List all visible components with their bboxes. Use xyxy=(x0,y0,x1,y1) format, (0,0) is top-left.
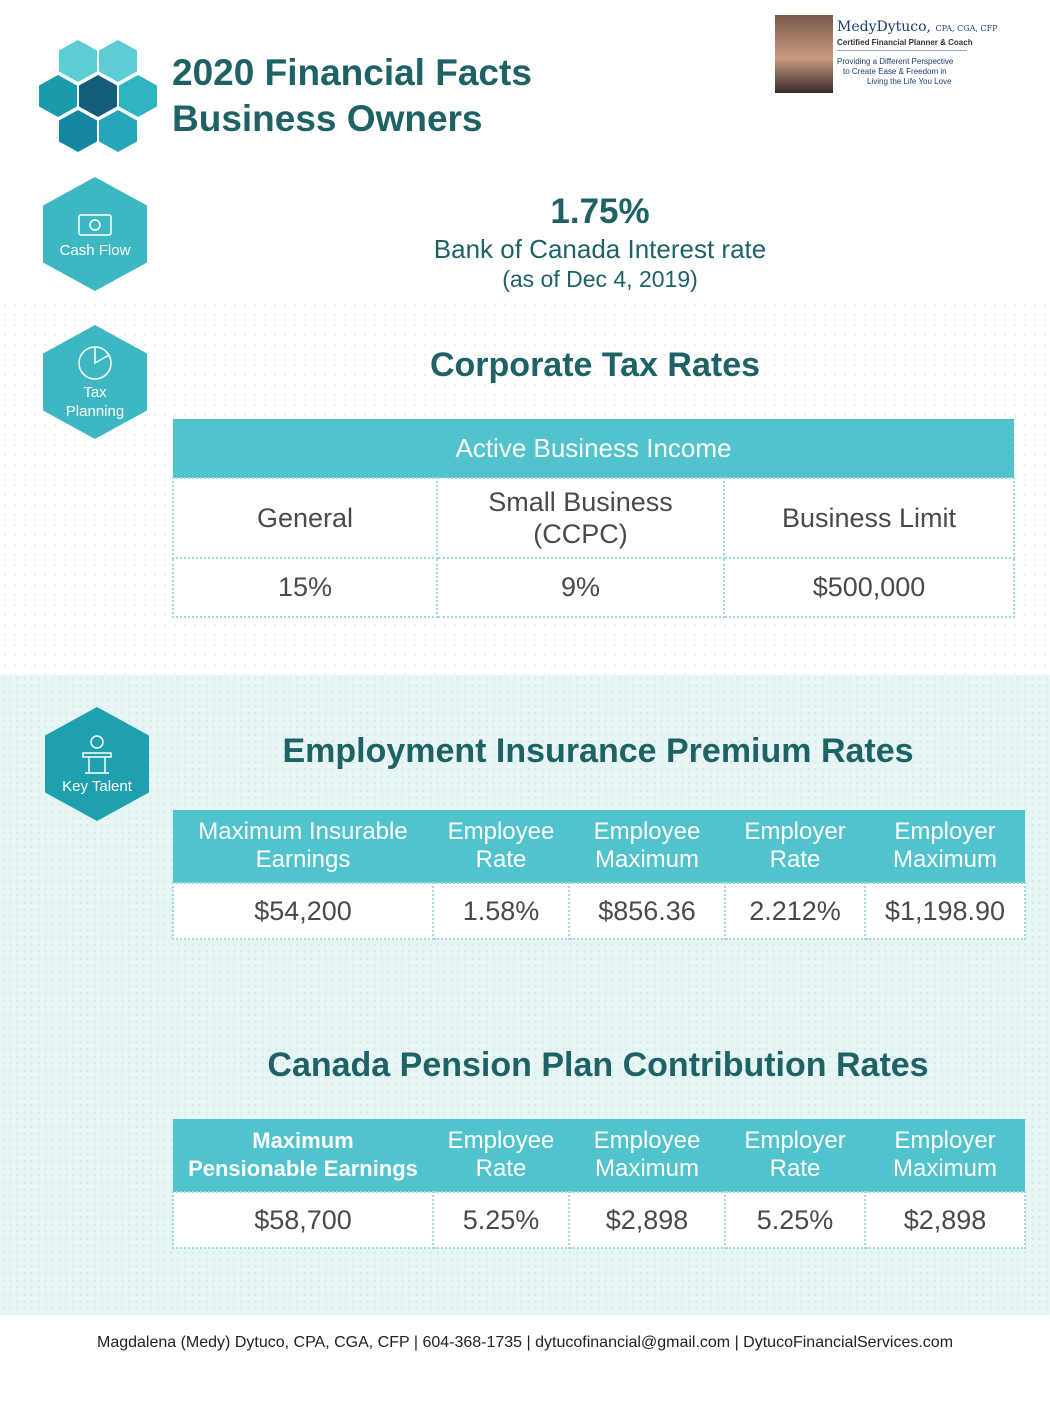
active-business-income-band: Active Business Income xyxy=(173,419,1014,478)
tax-label-2: Planning xyxy=(65,403,125,420)
footer-contact: Magdalena (Medy) Dytuco, CPA, CGA, CFP |… xyxy=(96,1334,954,1351)
ei-title: Employment Insurance Premium Rates xyxy=(282,732,914,770)
advisor-badge: MedyDytuco, CPA, CGA, CFP Certified Fina… xyxy=(775,15,998,95)
document-icon xyxy=(59,110,97,152)
people-icon xyxy=(79,75,117,117)
small-business-header: Small Business (CCPC) xyxy=(436,477,725,559)
general-rate: 15% xyxy=(172,557,438,618)
advisor-name: MedyDytuco, CPA, CGA, CFP xyxy=(837,19,998,35)
tax-label-1: Tax xyxy=(83,384,107,401)
ei-employer-rate-value: 2.212% xyxy=(724,882,866,940)
interest-rate-value: 1.75% xyxy=(550,192,650,231)
advisor-photo xyxy=(775,15,833,93)
ei-employer-max-value: $1,198.90 xyxy=(864,882,1026,940)
ei-max-insurable-value: $54,200 xyxy=(172,882,434,940)
ei-table: Maximum Insurable Earnings Employee Rate E… xyxy=(172,810,1026,940)
money-icon xyxy=(99,40,137,82)
logo-hex-cluster xyxy=(38,40,158,155)
ei-employee-rate-header: Employee Rate xyxy=(433,810,569,883)
cpp-employee-max-header: Employee Maximum xyxy=(569,1119,725,1192)
cpp-employee-max-value: $2,898 xyxy=(568,1191,726,1249)
advisor-role: Certified Financial Planner & Coach xyxy=(837,38,973,47)
podium-icon xyxy=(99,110,137,152)
page-title: 2020 Financial Facts Business Owners xyxy=(172,50,532,142)
ei-employee-max-value: $856.36 xyxy=(568,882,726,940)
family-icon xyxy=(59,40,97,82)
advisor-tagline: Providing a Different Perspective to Cre… xyxy=(837,57,954,86)
pie-chart-icon xyxy=(119,75,157,117)
small-business-rate: 9% xyxy=(436,557,725,618)
ei-max-insurable-header: Maximum Insurable Earnings xyxy=(173,810,433,883)
cpp-title: Canada Pension Plan Contribution Rates xyxy=(267,1046,929,1084)
ei-employer-rate-header: Employer Rate xyxy=(725,810,865,883)
interest-rate-date: (as of Dec 4, 2019) xyxy=(502,266,698,292)
cpp-max-pensionable-header: Maximum Pensionable Earnings xyxy=(173,1119,433,1192)
cpp-employer-max-value: $2,898 xyxy=(864,1191,1026,1249)
cpp-employer-max-header: Employer Maximum xyxy=(865,1119,1025,1192)
cash-flow-label: Cash Flow xyxy=(59,241,131,259)
cpp-table: Maximum Pensionable Earnings Employee Rate… xyxy=(172,1119,1026,1249)
title-line-1: 2020 Financial Facts xyxy=(172,52,532,93)
business-limit-header: Business Limit xyxy=(723,477,1015,559)
cpp-max-pensionable-value: $58,700 xyxy=(172,1191,434,1249)
cpp-employee-rate-header: Employee Rate xyxy=(433,1119,569,1192)
cpp-employee-rate-value: 5.25% xyxy=(432,1191,570,1249)
ei-employer-max-header: Employer Maximum xyxy=(865,810,1025,883)
interest-block: 1.75% Bank of Canada Interest rate (as o… xyxy=(340,190,860,294)
podium-speaker-icon xyxy=(82,734,112,774)
key-talent-label: Key Talent xyxy=(62,777,132,795)
corporate-tax-title: Corporate Tax Rates xyxy=(429,346,761,384)
cpp-employer-rate-header: Employer Rate xyxy=(725,1119,865,1192)
ei-employee-max-header: Employee Maximum xyxy=(569,810,725,883)
cash-flow-hex: Cash Flow xyxy=(43,177,147,291)
pie-chart-icon xyxy=(78,346,112,380)
umbrella-icon xyxy=(39,75,77,117)
cash-icon xyxy=(78,213,112,236)
general-header: General xyxy=(172,477,438,559)
corporate-tax-table: Active Business Income General Small Bus… xyxy=(172,419,1015,618)
business-limit-value: $500,000 xyxy=(723,557,1015,618)
interest-rate-label: Bank of Canada Interest rate xyxy=(433,234,767,264)
cpp-employer-rate-value: 5.25% xyxy=(724,1191,866,1249)
ei-employee-rate-value: 1.58% xyxy=(432,882,570,940)
title-line-2: Business Owners xyxy=(172,98,483,139)
